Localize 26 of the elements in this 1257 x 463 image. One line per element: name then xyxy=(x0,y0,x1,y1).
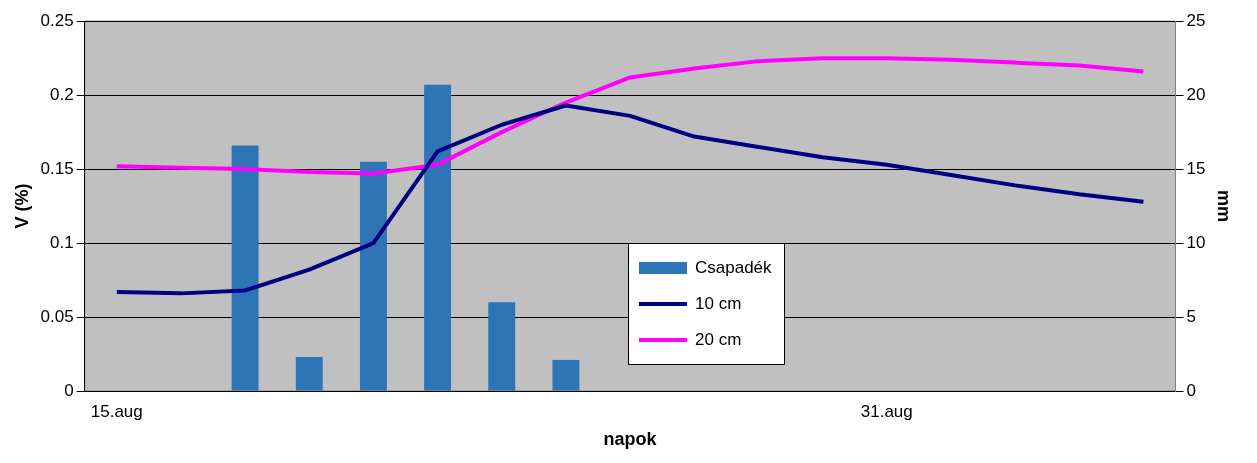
y-tick-label: 0.05 xyxy=(40,306,74,326)
legend-label: 20 cm xyxy=(695,330,742,350)
y2-tick-label: 10 xyxy=(1186,232,1206,252)
y2-tick-label: 0 xyxy=(1186,380,1196,400)
y2-tick-label: 25 xyxy=(1186,10,1206,30)
y-tick-label: 0.15 xyxy=(40,158,74,178)
y-tick-label: 0 xyxy=(64,380,74,400)
y-tick-label: 0.2 xyxy=(50,84,74,104)
bar xyxy=(359,161,387,391)
x-tick-label: 15.aug xyxy=(90,401,143,421)
legend-label: 10 cm xyxy=(695,294,742,314)
bar xyxy=(231,145,259,391)
y-tick-label: 0.25 xyxy=(40,10,74,30)
y2-tick-label: 5 xyxy=(1186,306,1196,326)
y2-tick-label: 15 xyxy=(1186,158,1206,178)
bar xyxy=(488,302,516,391)
y-axis-title: V (%) xyxy=(11,183,32,229)
bar xyxy=(424,84,452,391)
x-tick-label: 31.aug xyxy=(860,401,913,421)
y2-tick-label: 20 xyxy=(1186,84,1206,104)
legend-label: Csapadék xyxy=(695,258,772,278)
x-axis-title: napok xyxy=(603,429,658,450)
y-tick-label: 0.1 xyxy=(50,232,74,252)
bar xyxy=(295,356,323,391)
y2-axis-title: mm xyxy=(1214,190,1235,223)
bar xyxy=(552,359,580,391)
